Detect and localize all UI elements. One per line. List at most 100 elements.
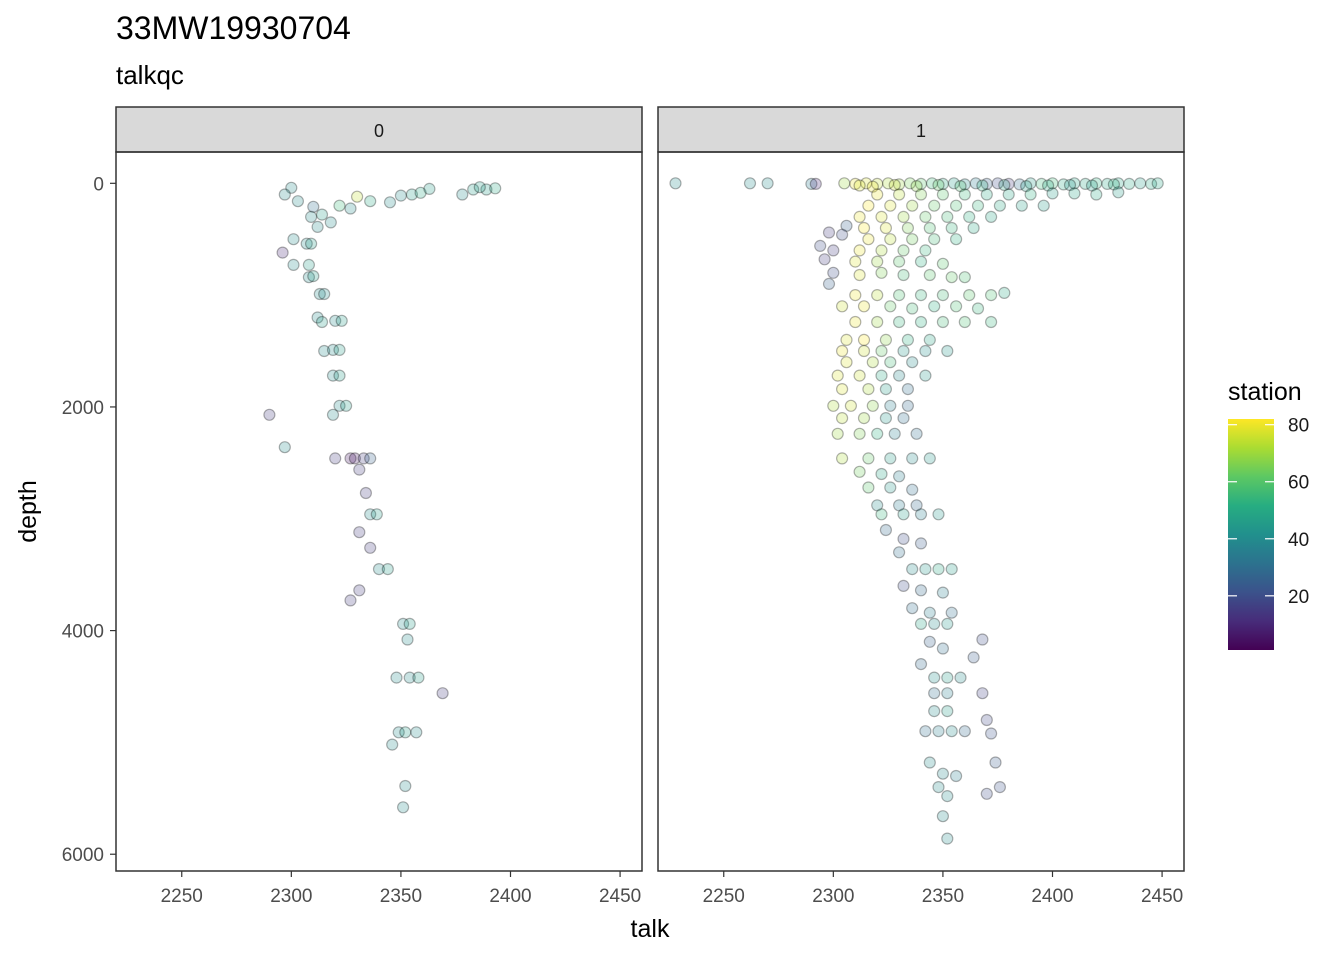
data-point xyxy=(1107,178,1121,191)
data-point xyxy=(344,452,357,465)
x-tick-label: 2400 xyxy=(489,886,531,907)
data-point xyxy=(853,268,866,282)
data-point xyxy=(1046,187,1059,200)
data-point xyxy=(923,606,936,619)
data-point xyxy=(945,562,958,576)
data-point xyxy=(853,465,866,478)
data-point xyxy=(871,188,884,201)
data-point xyxy=(941,617,954,631)
data-point xyxy=(305,237,318,250)
data-point xyxy=(307,270,320,283)
data-point xyxy=(1002,177,1015,190)
data-point xyxy=(340,399,353,412)
data-point xyxy=(949,300,963,313)
data-point xyxy=(879,523,893,537)
data-point xyxy=(879,333,893,346)
data-point xyxy=(866,180,879,193)
data-point xyxy=(980,188,993,201)
data-point xyxy=(840,219,853,232)
data-point xyxy=(853,210,866,223)
data-point xyxy=(888,427,901,440)
data-point xyxy=(1112,177,1125,190)
data-point xyxy=(923,756,936,769)
data-point xyxy=(881,177,895,190)
data-point xyxy=(835,383,849,396)
data-point xyxy=(835,452,849,465)
data-point xyxy=(1013,178,1026,191)
data-point xyxy=(386,738,399,751)
data-point xyxy=(333,399,346,412)
data-point xyxy=(914,617,928,631)
data-point xyxy=(993,199,1007,212)
data-point xyxy=(945,725,958,738)
data-point xyxy=(910,427,923,440)
data-point xyxy=(353,584,366,597)
data-point xyxy=(827,244,840,257)
data-point xyxy=(399,779,412,793)
data-point xyxy=(936,188,950,201)
data-point xyxy=(809,177,822,190)
facet-strip-label: 1 xyxy=(916,121,926,141)
data-point xyxy=(335,314,348,327)
data-point xyxy=(897,412,910,425)
y-tick-label: 2000 xyxy=(62,398,104,419)
x-tick-label: 2250 xyxy=(703,886,745,907)
data-point xyxy=(359,486,372,500)
data-point xyxy=(866,399,879,412)
data-point xyxy=(436,687,449,700)
data-point xyxy=(403,671,416,684)
data-point xyxy=(892,255,906,268)
data-point xyxy=(991,177,1004,190)
legend-tick-label: 20 xyxy=(1288,587,1309,608)
data-point xyxy=(840,356,853,369)
data-point xyxy=(980,787,993,800)
data-point xyxy=(932,508,945,521)
data-point xyxy=(892,315,906,329)
data-point xyxy=(941,789,954,803)
data-point xyxy=(984,210,998,223)
x-tick-label: 2250 xyxy=(161,886,203,907)
data-point xyxy=(853,179,866,192)
data-point xyxy=(278,188,291,201)
data-point xyxy=(906,302,919,315)
data-point xyxy=(353,526,366,539)
data-point xyxy=(669,177,682,190)
data-point xyxy=(928,300,941,313)
data-point xyxy=(884,481,897,494)
data-point xyxy=(897,210,910,223)
data-point xyxy=(892,546,906,559)
data-point xyxy=(1090,177,1103,190)
panel-border xyxy=(115,151,643,872)
data-point xyxy=(403,617,416,631)
data-point xyxy=(906,562,919,576)
data-point xyxy=(884,233,897,246)
data-point xyxy=(879,383,893,396)
data-point xyxy=(906,483,919,496)
x-tick-label: 2350 xyxy=(380,886,422,907)
data-point xyxy=(892,289,906,302)
data-point xyxy=(936,177,950,190)
data-point xyxy=(897,532,910,546)
data-point xyxy=(326,343,340,356)
data-point xyxy=(875,210,888,223)
data-point xyxy=(278,441,291,454)
data-point xyxy=(884,452,897,465)
data-point xyxy=(871,255,884,268)
data-point xyxy=(862,233,875,246)
data-point xyxy=(344,594,357,607)
data-point xyxy=(919,244,932,257)
data-point xyxy=(287,258,300,271)
data-point xyxy=(936,257,950,270)
data-point xyxy=(892,369,906,382)
data-point xyxy=(1020,180,1033,193)
data-point xyxy=(903,177,917,190)
data-point xyxy=(923,635,936,648)
x-tick-label: 2350 xyxy=(922,886,964,907)
data-point xyxy=(928,199,941,212)
data-point xyxy=(875,344,888,358)
data-point xyxy=(923,268,936,282)
x-axis-title: talk xyxy=(631,915,670,943)
data-point xyxy=(1079,177,1092,190)
data-point xyxy=(941,671,954,684)
data-point xyxy=(897,244,910,257)
